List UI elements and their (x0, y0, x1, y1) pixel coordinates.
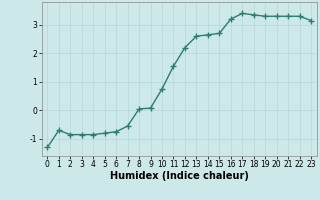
X-axis label: Humidex (Indice chaleur): Humidex (Indice chaleur) (110, 171, 249, 181)
